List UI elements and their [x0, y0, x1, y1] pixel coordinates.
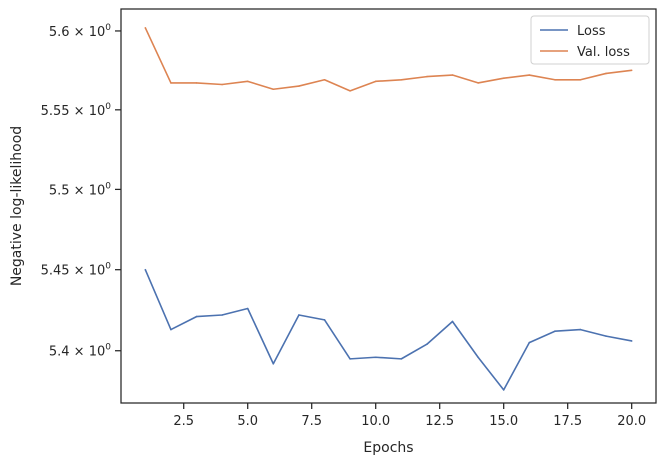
data-point — [349, 358, 351, 360]
data-point — [451, 74, 454, 76]
x-tick-label: 12.5 — [425, 414, 454, 429]
x-tick-label: 20.0 — [617, 414, 646, 429]
data-point — [349, 90, 351, 92]
legend: Loss Val. loss — [530, 15, 650, 65]
series-layer — [144, 27, 633, 391]
plot-frame — [120, 8, 657, 404]
data-point — [144, 268, 147, 271]
data-point — [374, 80, 377, 83]
data-point — [528, 74, 531, 76]
series-line-loss — [144, 269, 632, 391]
data-point — [554, 78, 556, 81]
data-point — [451, 320, 454, 323]
y-axis-label: Negative log-likelihood — [9, 126, 25, 286]
data-point — [579, 328, 582, 331]
data-point — [426, 75, 428, 78]
data-point — [605, 335, 607, 337]
data-point — [170, 82, 172, 84]
data-point — [272, 88, 275, 91]
x-tick-label: 7.5 — [301, 414, 322, 429]
data-point — [221, 83, 223, 86]
data-point — [400, 78, 403, 81]
y-tick-label: 5.4 × 100 — [49, 343, 111, 360]
data-point — [579, 78, 582, 81]
y-tick-label: 5.5 × 100 — [49, 181, 111, 198]
data-point — [298, 314, 300, 316]
data-point — [630, 340, 633, 342]
data-point — [630, 69, 633, 72]
data-point — [528, 341, 531, 344]
data-point — [272, 362, 275, 365]
data-point — [477, 82, 479, 84]
data-point — [298, 85, 300, 87]
y-tick-label: 5.45 × 100 — [41, 262, 112, 279]
x-tick-label: 10.0 — [361, 414, 390, 429]
legend-label: Val. loss — [577, 45, 630, 60]
data-point — [400, 358, 403, 360]
data-point — [605, 72, 607, 75]
legend-label: Loss — [577, 24, 606, 39]
data-point — [221, 314, 223, 316]
data-point — [195, 82, 198, 84]
data-point — [195, 315, 198, 318]
data-point — [374, 356, 377, 359]
data-point — [246, 307, 249, 310]
y-axis-ticks: 5.4 × 100 5.45 × 100 5.5 × 100 5.55 × 100 5.… — [41, 23, 121, 360]
data-point — [170, 328, 172, 331]
data-point — [502, 77, 505, 79]
data-point — [426, 343, 428, 346]
data-point — [246, 80, 249, 83]
data-point — [502, 389, 505, 391]
data-point — [477, 356, 479, 359]
data-point — [554, 330, 556, 333]
x-tick-label: 15.0 — [489, 414, 518, 429]
legend-box — [530, 15, 650, 65]
y-tick-label: 5.55 × 100 — [41, 102, 112, 119]
x-axis-label: Epochs — [363, 440, 413, 456]
x-axis-ticks: 2.5 5.0 7.5 10.0 12.5 15.0 17.5 20.0 — [173, 403, 646, 429]
x-tick-label: 5.0 — [237, 414, 258, 429]
data-point — [323, 78, 326, 81]
data-point — [323, 319, 326, 321]
series-line-val-loss — [144, 27, 632, 92]
x-tick-label: 2.5 — [173, 414, 194, 429]
data-point — [144, 27, 147, 29]
x-tick-label: 17.5 — [553, 414, 582, 429]
y-tick-label: 5.6 × 100 — [49, 23, 111, 40]
